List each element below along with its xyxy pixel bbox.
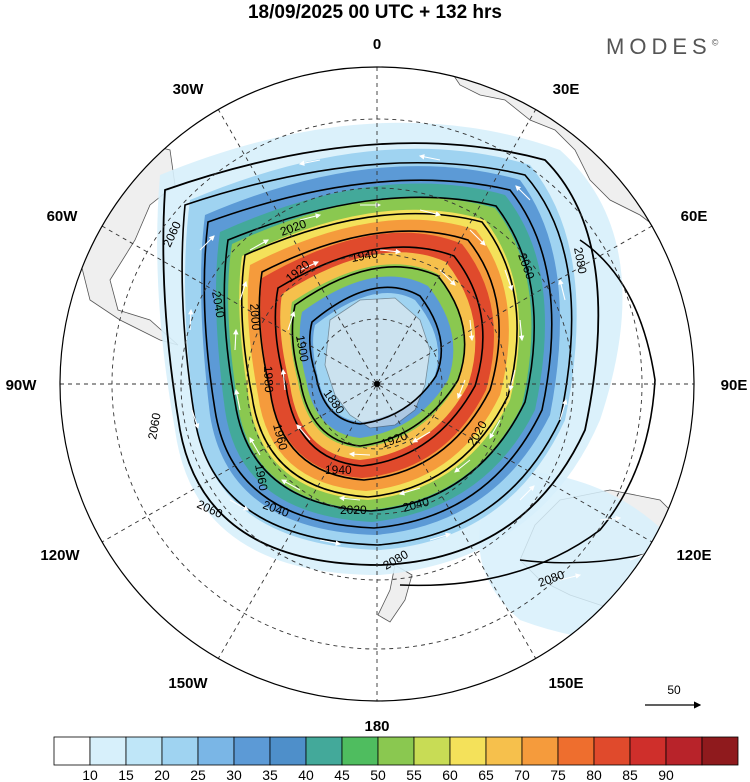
contour-label: 2020 <box>340 503 367 517</box>
lon-label-30e: 30E <box>553 81 580 98</box>
map-disc <box>60 67 694 701</box>
contour-label: 1980 <box>261 366 276 393</box>
colorbar-tick-label: 30 <box>226 767 242 782</box>
lon-label-60e: 60E <box>681 208 708 225</box>
contour-label: 1960 <box>270 422 291 452</box>
colorbar-tick-label: 80 <box>586 767 602 782</box>
colorbar-tick-label: 50 <box>370 767 386 782</box>
height-contours <box>162 142 681 587</box>
colorbar-tick-label: 85 <box>622 767 638 782</box>
colorbar-swatch <box>377 736 415 766</box>
colorbar-swatch <box>413 736 451 766</box>
lon-label-60w: 60W <box>47 208 79 225</box>
colorbar-swatch <box>485 736 523 766</box>
colorbar-swatch <box>593 736 631 766</box>
colorbar-swatch <box>269 736 307 766</box>
contour-label: 2000 <box>247 303 263 331</box>
lon-label-120e: 120E <box>676 547 711 564</box>
colorbar-tick-label: 75 <box>550 767 566 782</box>
colorbar-tick-label: 35 <box>262 767 278 782</box>
contour-label: 2040 <box>401 494 431 515</box>
colorbar-tick-label: 45 <box>334 767 350 782</box>
brand-logo: MODES© <box>606 34 718 60</box>
reference-vector-label: 50 <box>667 683 681 697</box>
colorbar-swatch <box>125 736 163 766</box>
colorbar-tick-label: 65 <box>478 767 494 782</box>
colorbar-tick-label: 60 <box>442 767 458 782</box>
map-boundary <box>59 66 695 702</box>
reference-vector: 50 <box>645 683 702 709</box>
colorbar-swatch <box>701 736 739 766</box>
colorbar-swatch <box>341 736 379 766</box>
colorbar-swatch <box>629 736 667 766</box>
lon-label-0: 0 <box>373 36 381 53</box>
colorbar-swatch <box>665 736 703 766</box>
colorbar-tick-label: 15 <box>118 767 134 782</box>
lon-label-120w: 120W <box>40 547 80 564</box>
colorbar-swatch <box>53 736 91 766</box>
colorbar-tick-label: 55 <box>406 767 422 782</box>
graticule <box>60 67 694 701</box>
colorbar-tick-label: 10 <box>82 767 98 782</box>
colorbar-tick-label: 25 <box>190 767 206 782</box>
colorbar-tick-label: 20 <box>154 767 170 782</box>
antarctica-outline <box>324 297 431 429</box>
lon-label-90w: 90W <box>6 377 38 394</box>
colorbar: 10 15 20 25 30 35 40 45 50 55 60 65 70 75 80 85 90 <box>53 736 739 782</box>
colorbar-swatch <box>197 736 235 766</box>
contour-label: 1940 <box>350 246 379 264</box>
contour-label: 2060 <box>145 411 163 440</box>
contour-label: 1900 <box>293 334 311 363</box>
lon-label-150e: 150E <box>548 675 583 692</box>
map-title: 18/09/2025 00 UTC + 132 hrs <box>247 2 503 23</box>
longitude-labels: 0 30E 60E 90E 120E 150E 180 150W 120W 90… <box>6 36 748 735</box>
lon-label-180: 180 <box>364 718 389 735</box>
brand-name: MODES <box>606 34 712 59</box>
copyright-mark: © <box>711 37 719 48</box>
lon-label-90e: 90E <box>721 377 748 394</box>
colorbar-swatch <box>449 736 487 766</box>
colorbar-swatch <box>233 736 271 766</box>
new-zealand-landmass <box>377 564 413 623</box>
colorbar-swatch <box>161 736 199 766</box>
colorbar-swatch <box>89 736 127 766</box>
colorbar-swatch <box>305 736 343 766</box>
contour-label: 1940 <box>325 463 352 477</box>
contour-label: 2040 <box>209 290 227 319</box>
lon-label-30w: 30W <box>173 81 205 98</box>
colorbar-swatch <box>521 736 559 766</box>
colorbar-tick-label: 40 <box>298 767 314 782</box>
south-pole-marker <box>374 381 380 387</box>
colorbar-swatch <box>557 736 595 766</box>
contour-label: 1960 <box>252 463 270 492</box>
colorbar-tick-label: 70 <box>514 767 530 782</box>
contour-label: 2080 <box>571 246 589 275</box>
lon-label-150w: 150W <box>168 675 208 692</box>
colorbar-tick-label: 90 <box>658 767 674 782</box>
